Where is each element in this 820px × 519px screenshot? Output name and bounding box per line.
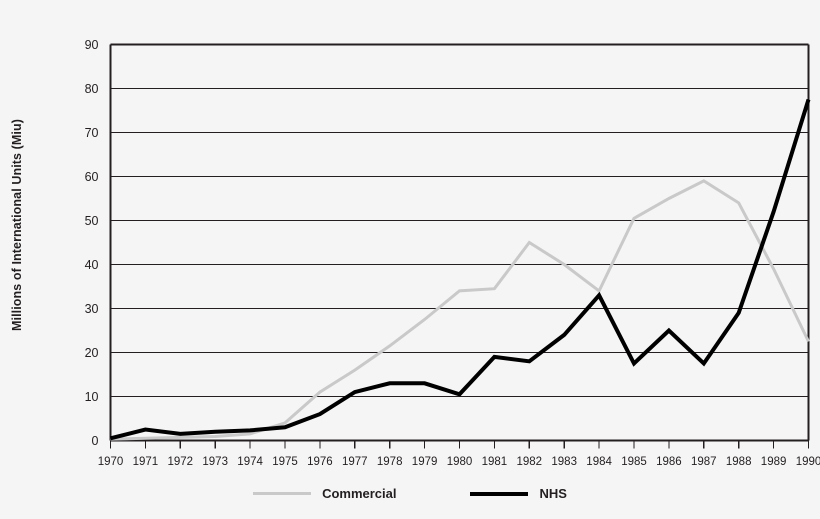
x-tick-label-1987: 1987 [691,455,717,468]
x-tick-label-1978: 1978 [376,455,403,468]
axis-spines [109,44,810,441]
x-tick-label-1971: 1971 [132,455,159,468]
x-tick-label-1981: 1981 [481,455,508,468]
x-tick-label-1989: 1989 [760,455,787,468]
x-tick-label-1970: 1970 [97,455,124,468]
x-tick-label-1977: 1977 [342,455,368,468]
legend-item-nhs: NHS [470,486,567,501]
x-tick-label-1988: 1988 [725,455,752,468]
x-tick-marks [109,440,810,449]
gridlines [110,43,809,442]
series-line-nhs [110,98,811,441]
commercial-line-swatch [253,492,312,495]
y-tick-label-90: 90 [84,37,99,52]
nhs-line-swatch [470,491,529,496]
legend-label-commercial: Commercial [322,486,397,501]
x-tick-label-1972: 1972 [167,455,194,468]
series-line-commercial [110,179,810,441]
y-tick-label-80: 80 [84,81,99,96]
x-tick-label-1973: 1973 [202,455,228,468]
x-tick-label-1975: 1975 [272,455,298,468]
x-tick-label-1986: 1986 [656,455,682,468]
x-tick-label-1984: 1984 [586,455,612,468]
legend-label-nhs: NHS [539,486,567,501]
x-tick-label-1976: 1976 [307,455,333,468]
x-tick-label-1979: 1979 [411,455,438,468]
chart-legend: Commercial NHS [0,486,820,501]
y-tick-label-20: 20 [84,345,99,360]
y-tick-label-50: 50 [84,213,99,228]
x-tick-label-1983: 1983 [551,455,577,468]
y-tick-label-60: 60 [84,169,99,184]
y-tick-label-40: 40 [84,257,99,272]
x-tick-label-1980: 1980 [446,455,473,468]
y-tick-label-70: 70 [84,125,99,140]
x-tick-label-1974: 1974 [237,455,263,468]
x-tick-label-1982: 1982 [516,455,543,468]
x-tick-label-1990: 1990 [795,455,820,468]
y-tick-label-0: 0 [91,433,99,448]
y-tick-label-30: 30 [84,301,99,316]
y-tick-label-10: 10 [84,389,99,404]
x-tick-label-1985: 1985 [621,455,647,468]
legend-item-commercial: Commercial [253,486,396,501]
